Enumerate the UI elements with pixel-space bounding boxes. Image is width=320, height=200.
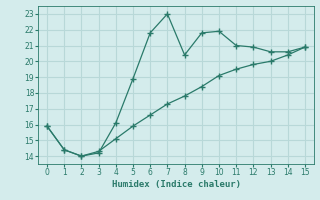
X-axis label: Humidex (Indice chaleur): Humidex (Indice chaleur) <box>111 180 241 189</box>
